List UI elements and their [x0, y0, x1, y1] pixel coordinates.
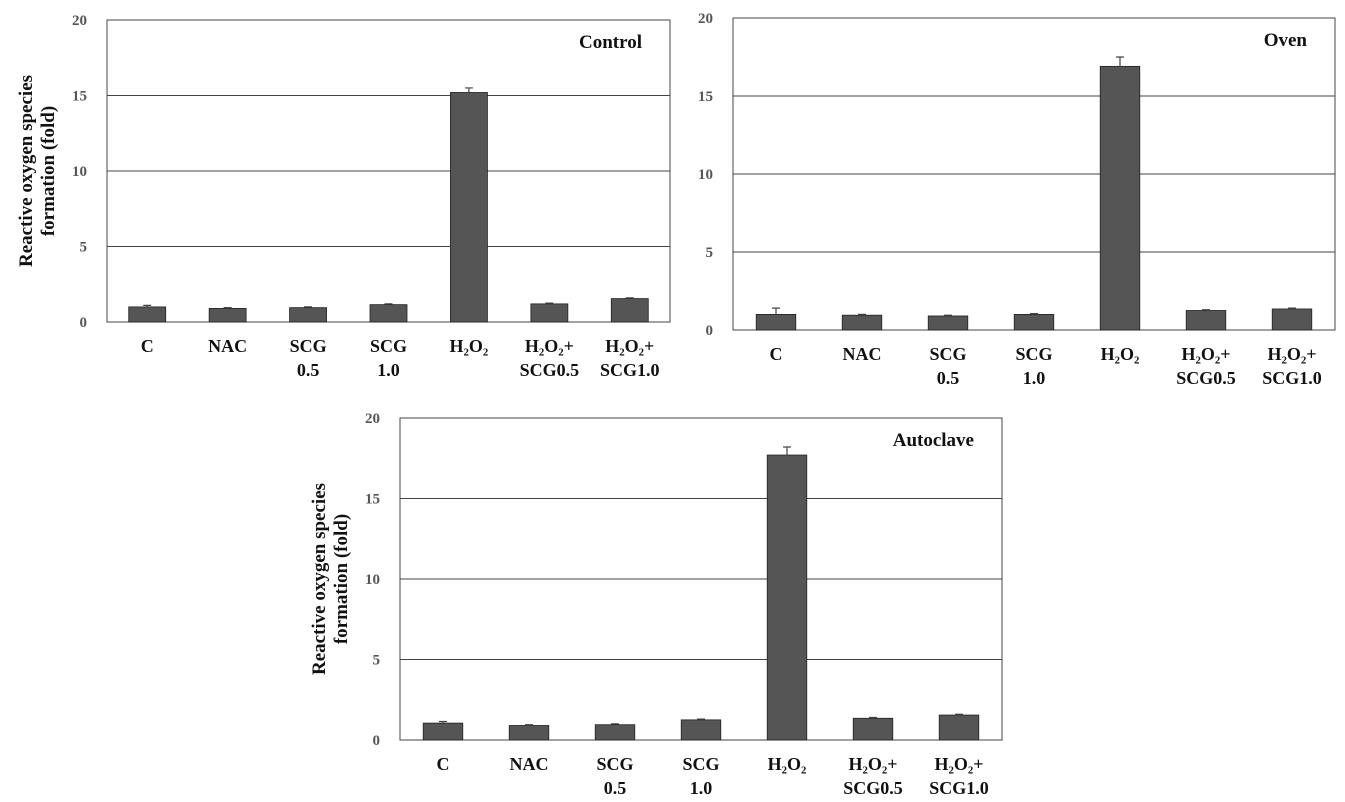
bar — [1272, 309, 1312, 330]
y-tick-label: 10 — [698, 167, 713, 183]
bar — [595, 725, 635, 740]
bar — [681, 720, 721, 740]
y-tick-label: 5 — [80, 240, 88, 256]
x-tick-label: H₂O₂+SCG1.0 — [929, 754, 989, 798]
chart-title: Oven — [1264, 30, 1308, 51]
y-tick-label: 20 — [72, 13, 87, 29]
bar — [842, 315, 882, 330]
y-axis-label: Reactive oxygen speciesformation (fold) — [16, 75, 59, 267]
bar — [853, 718, 893, 740]
y-tick-label: 0 — [373, 733, 381, 749]
bar — [290, 308, 327, 322]
x-tick-label: C — [141, 336, 154, 356]
bar — [928, 316, 968, 330]
bar — [756, 314, 796, 330]
bar — [129, 307, 166, 322]
bar — [1014, 314, 1054, 330]
y-tick-label: 15 — [72, 89, 87, 105]
chart-title: Control — [579, 32, 642, 53]
error-bar — [1116, 57, 1124, 66]
x-tick-label: H₂O₂+SCG1.0 — [1262, 344, 1322, 388]
x-tick-label: H₂O₂+SCG1.0 — [600, 336, 660, 380]
error-bar — [783, 447, 791, 455]
bar — [1186, 311, 1226, 331]
bar — [450, 92, 487, 322]
error-bar — [772, 308, 780, 314]
y-tick-label: 5 — [373, 653, 381, 669]
bar — [1100, 66, 1140, 330]
x-tick-label: H₂O₂ — [450, 336, 489, 356]
y-tick-label: 10 — [72, 164, 87, 180]
x-tick-label: H₂O₂+SCG0.5 — [843, 754, 903, 798]
x-tick-label: H₂O₂ — [768, 754, 807, 774]
x-tick-label: H₂O₂ — [1101, 344, 1140, 364]
x-tick-label: NAC — [843, 344, 882, 364]
x-tick-label: NAC — [208, 336, 247, 356]
bar — [509, 726, 549, 740]
y-tick-label: 20 — [365, 411, 380, 427]
bar — [423, 723, 463, 740]
y-tick-label: 0 — [706, 323, 714, 339]
y-tick-label: 20 — [698, 11, 713, 27]
bar — [939, 715, 979, 740]
x-tick-label: H₂O₂+SCG0.5 — [1176, 344, 1236, 388]
y-tick-label: 15 — [698, 89, 713, 105]
y-tick-label: 10 — [365, 572, 380, 588]
bar — [611, 299, 648, 322]
y-tick-label: 15 — [365, 492, 380, 508]
error-bar — [465, 88, 473, 93]
y-tick-label: 0 — [80, 315, 88, 331]
bar — [209, 308, 246, 322]
y-axis-label: Reactive oxygen speciesformation (fold) — [309, 483, 352, 675]
x-tick-label: C — [437, 754, 450, 774]
bar — [767, 455, 807, 740]
x-tick-label: H₂O₂+SCG0.5 — [520, 336, 580, 380]
figure: 0 5 10 15 20 C NAC SCG0.5 SCG1.0 H₂O₂ H₂O₂+SCG0.5 H… — [0, 0, 1345, 802]
chart-title: Autoclave — [893, 430, 974, 451]
y-tick-label: 5 — [706, 245, 714, 261]
bar — [370, 305, 407, 322]
x-tick-label: C — [770, 344, 783, 364]
x-tick-label: NAC — [510, 754, 549, 774]
bar — [531, 304, 568, 322]
